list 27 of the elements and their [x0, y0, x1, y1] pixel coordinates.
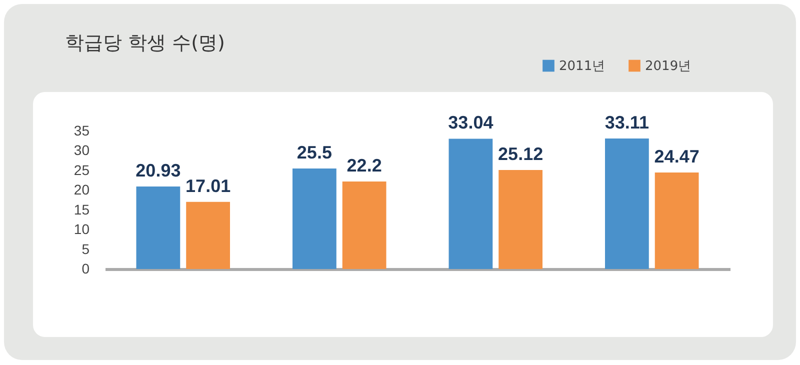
legend-label: 2019년: [645, 58, 692, 74]
y-tick-label: 10: [74, 221, 90, 238]
data-label: 33.04: [448, 112, 494, 133]
y-tick-label: 35: [74, 122, 90, 138]
bar: [292, 168, 336, 269]
y-tick-label: 20: [74, 182, 90, 198]
y-tick-label: 15: [74, 201, 90, 218]
chart-title: 학급당 학생 수(명): [65, 32, 225, 54]
data-label: 25.12: [498, 144, 544, 164]
bar: [186, 202, 230, 269]
data-label: 24.47: [654, 146, 700, 167]
y-tick-label: 25: [74, 162, 90, 178]
bar: [342, 181, 386, 269]
y-tick-label: 5: [82, 240, 90, 257]
bar: [136, 186, 180, 269]
bar: [498, 170, 542, 269]
data-label: 20.93: [136, 160, 181, 180]
legend-label: 2011년: [559, 58, 606, 74]
data-label: 17.01: [186, 176, 231, 196]
y-tick-label: 0: [82, 260, 90, 276]
bar: [654, 172, 699, 269]
bar: [605, 138, 649, 269]
y-tick-label: 30: [74, 142, 90, 158]
data-label: 33.11: [604, 112, 649, 132]
data-label: 22.2: [346, 155, 382, 176]
data-label: 25.5: [296, 142, 332, 162]
bar: [448, 138, 493, 269]
